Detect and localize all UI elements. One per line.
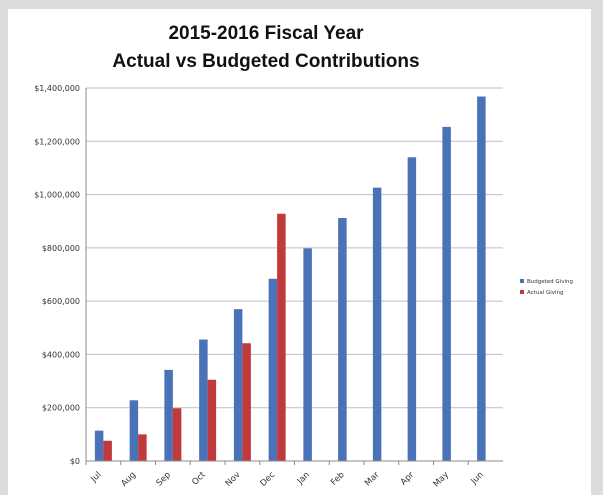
y-tick-label: $0: [70, 457, 80, 466]
y-tick-label: $600,000: [42, 297, 80, 306]
bar-actual-giving: [103, 440, 112, 461]
bar-actual-giving: [172, 408, 182, 461]
y-tick-label: $800,000: [42, 244, 80, 253]
bar-budgeted-giving: [372, 187, 382, 461]
bar-budgeted-giving: [164, 369, 173, 461]
y-tick-label: $200,000: [42, 404, 80, 413]
bar-budgeted-giving: [303, 248, 312, 461]
bar-budgeted-giving: [94, 430, 104, 461]
x-tick-label: Aug: [119, 470, 138, 489]
bar-actual-giving: [277, 213, 286, 461]
bar-budgeted-giving: [233, 309, 243, 461]
legend-swatch: [520, 279, 524, 283]
axes: [85, 88, 503, 465]
chart: 2015-2016 Fiscal Year Actual vs Budgeted…: [34, 23, 573, 490]
bar-actual-giving: [242, 343, 251, 461]
legend-swatch: [520, 290, 524, 294]
x-tick-label: Jul: [88, 470, 103, 485]
bar-budgeted-giving: [442, 126, 451, 462]
x-axis-tick-labels: Jul Aug Sep Oct Nov Dec Jan Feb Mar Apr May Jun: [88, 470, 485, 490]
chart-title-line-2: Actual vs Budgeted Contributions: [112, 51, 419, 72]
gridlines: [86, 87, 503, 409]
y-axis-tick-labels: $0 $200,000 $400,000 $600,000 $800,000 $1,000…: [34, 84, 80, 466]
bar-actual-giving: [207, 379, 217, 461]
x-tick-label: Feb: [329, 470, 347, 488]
bar-budgeted-giving: [129, 400, 139, 461]
x-tick-label: Apr: [399, 470, 417, 488]
x-tick-label: Mar: [363, 470, 382, 489]
x-tick-label: Dec: [259, 470, 278, 489]
bar-budgeted-giving: [268, 278, 278, 461]
y-tick-label: $400,000: [42, 350, 80, 359]
x-tick-label: May: [431, 470, 451, 490]
bar-budgeted-giving: [199, 339, 208, 461]
legend: Budgeted Giving Actual Giving: [520, 279, 573, 296]
x-tick-label: Oct: [190, 470, 208, 488]
bar-budgeted-giving: [477, 96, 486, 462]
legend-label: Actual Giving: [527, 290, 564, 296]
chart-panel: 2015-2016 Fiscal Year Actual vs Budgeted…: [8, 9, 591, 495]
legend-label: Budgeted Giving: [527, 279, 573, 285]
bar-budgeted-giving: [338, 218, 347, 461]
y-tick-label: $1,200,000: [34, 137, 80, 146]
x-tick-label: Nov: [224, 470, 243, 489]
bar-actual-giving: [138, 434, 147, 461]
x-tick-label: Sep: [155, 470, 173, 488]
x-tick-label: Jun: [469, 470, 486, 487]
y-tick-label: $1,000,000: [34, 191, 80, 200]
bars: [94, 96, 486, 462]
y-tick-label: $1,400,000: [34, 84, 80, 93]
chart-title-line-1: 2015-2016 Fiscal Year: [168, 23, 364, 44]
bar-budgeted-giving: [407, 157, 417, 461]
x-tick-label: Jan: [295, 470, 312, 487]
